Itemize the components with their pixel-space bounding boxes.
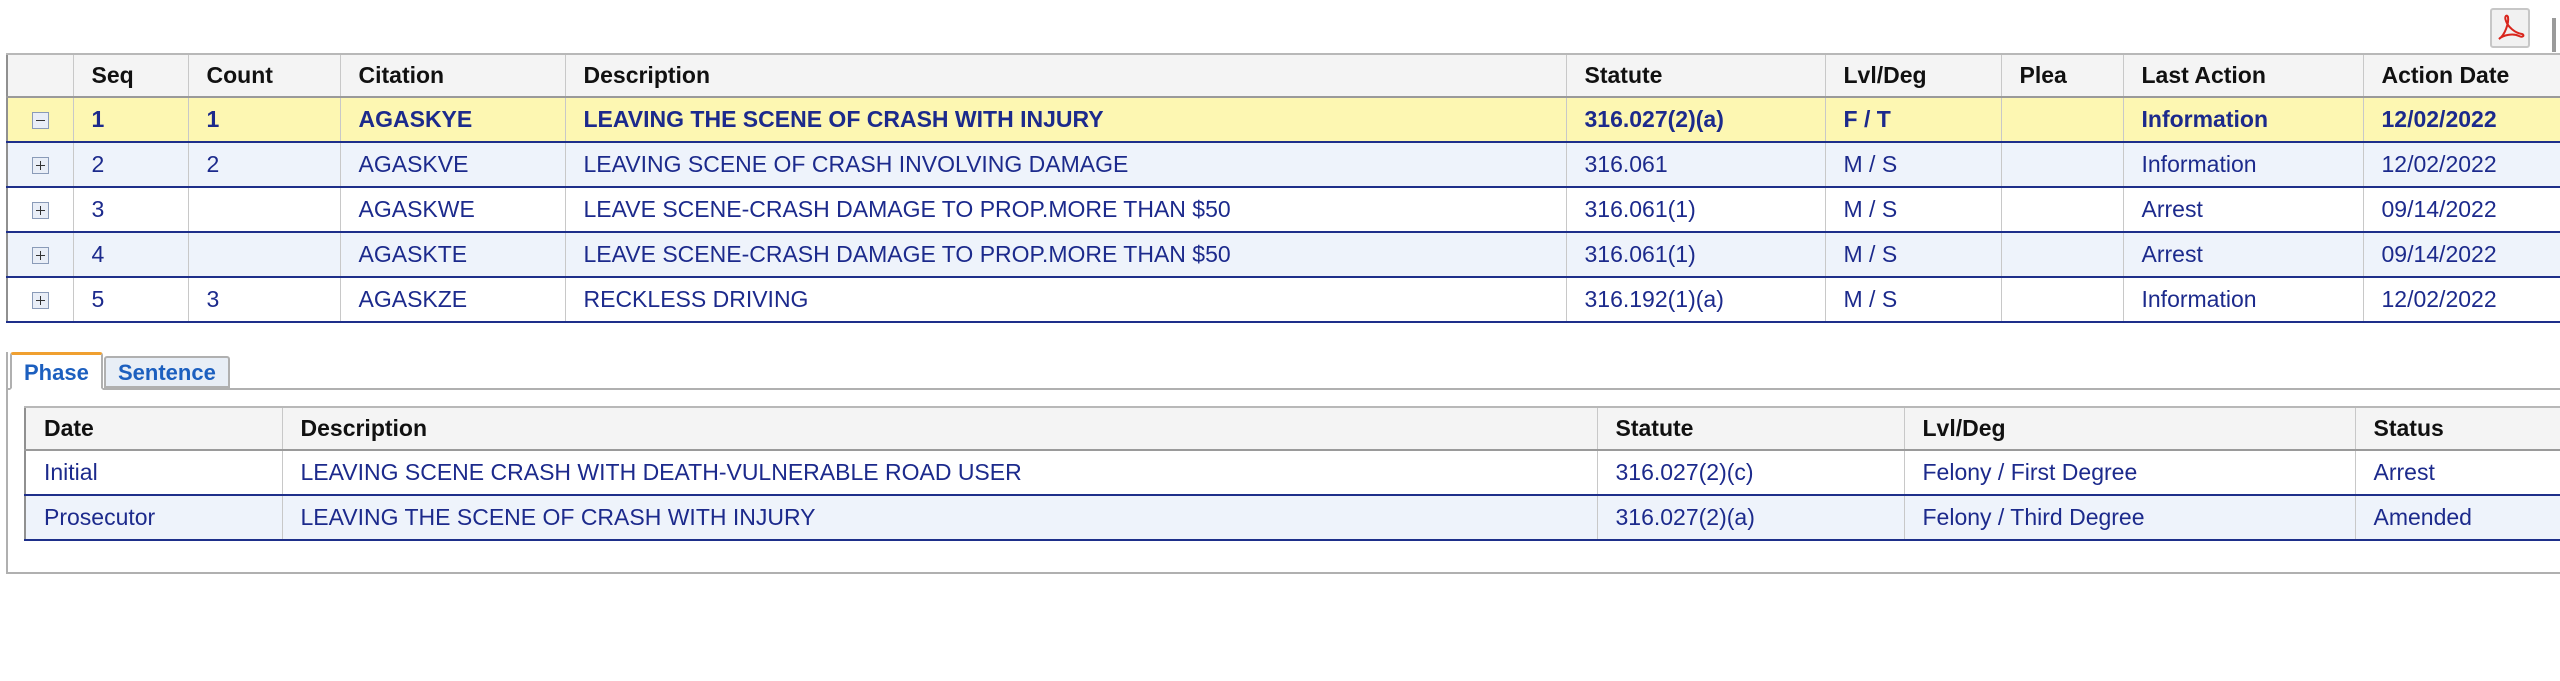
description-column-header[interactable]: Description bbox=[281, 407, 1597, 451]
tab-strip-divider bbox=[8, 388, 2560, 390]
citation-cell: AGASKYE bbox=[339, 97, 565, 143]
citation-cell: AGASKWE bbox=[339, 187, 565, 233]
lvl-deg-column-header[interactable]: Lvl/Deg bbox=[1824, 54, 2001, 98]
status-column-header[interactable]: Status bbox=[2354, 407, 2560, 451]
description-cell: LEAVING SCENE OF CRASH INVOLVING DAMAGE bbox=[564, 142, 1566, 188]
phase-header-row: Date Description Statute Lvl/Deg Status bbox=[25, 407, 2560, 451]
description-cell: LEAVING SCENE CRASH WITH DEATH-VULNERABL… bbox=[281, 450, 1597, 496]
last-action-cell: Arrest bbox=[2122, 232, 2363, 278]
plea-cell bbox=[2000, 142, 2123, 188]
action-date-cell: 09/14/2022 bbox=[2362, 232, 2560, 278]
count-cell: 2 bbox=[187, 142, 340, 188]
description-cell: LEAVING THE SCENE OF CRASH WITH INJURY bbox=[564, 97, 1566, 143]
citation-cell: AGASKVE bbox=[339, 142, 565, 188]
plea-cell bbox=[2000, 232, 2123, 278]
pdf-glyph-icon bbox=[2498, 14, 2525, 40]
phase-table: Date Description Statute Lvl/Deg Status … bbox=[24, 406, 2560, 541]
count-column-header[interactable]: Count bbox=[187, 54, 340, 98]
expand-column-header bbox=[7, 54, 73, 98]
description-cell: LEAVE SCENE-CRASH DAMAGE TO PROP.MORE TH… bbox=[564, 187, 1566, 233]
statute-cell: 316.027(2)(a) bbox=[1596, 495, 1904, 541]
charge-details-panel: Phase Sentence Date Description Statute … bbox=[6, 352, 2560, 574]
charges-header-row: Seq Count Citation Description Statute L… bbox=[7, 54, 2560, 98]
expand-cell[interactable] bbox=[7, 142, 73, 188]
expand-cell[interactable] bbox=[7, 97, 73, 143]
description-cell: RECKLESS DRIVING bbox=[564, 277, 1566, 323]
statute-cell: 316.027(2)(a) bbox=[1565, 97, 1825, 143]
lvl-deg-cell: Felony / Third Degree bbox=[1903, 495, 2355, 541]
expand-cell[interactable] bbox=[7, 277, 73, 323]
last-action-cell: Arrest bbox=[2122, 187, 2363, 233]
statute-column-header[interactable]: Statute bbox=[1565, 54, 1825, 98]
statute-cell: 316.061(1) bbox=[1565, 232, 1825, 278]
charge-row[interactable]: 3 AGASKWE LEAVE SCENE-CRASH DAMAGE TO PR… bbox=[7, 187, 2560, 233]
seq-column-header[interactable]: Seq bbox=[72, 54, 188, 98]
lvl-deg-cell: F / T bbox=[1824, 97, 2001, 143]
lvl-deg-cell: Felony / First Degree bbox=[1903, 450, 2355, 496]
count-cell bbox=[187, 232, 340, 278]
expand-plus-icon[interactable] bbox=[31, 292, 49, 310]
statute-cell: 316.061 bbox=[1565, 142, 1825, 188]
statute-cell: 316.027(2)(c) bbox=[1596, 450, 1904, 496]
expand-plus-icon[interactable] bbox=[31, 202, 49, 220]
action-date-column-header[interactable]: Action Date bbox=[2362, 54, 2560, 98]
description-cell: LEAVING THE SCENE OF CRASH WITH INJURY bbox=[281, 495, 1597, 541]
action-date-cell: 12/02/2022 bbox=[2362, 142, 2560, 188]
seq-cell: 4 bbox=[72, 232, 188, 278]
plea-cell bbox=[2000, 187, 2123, 233]
tab-sentence[interactable]: Sentence bbox=[104, 356, 230, 388]
statute-column-header[interactable]: Statute bbox=[1596, 407, 1904, 451]
lvl-deg-column-header[interactable]: Lvl/Deg bbox=[1903, 407, 2355, 451]
citation-column-header[interactable]: Citation bbox=[339, 54, 565, 98]
last-action-column-header[interactable]: Last Action bbox=[2122, 54, 2363, 98]
last-action-cell: Information bbox=[2122, 277, 2363, 323]
lvl-deg-cell: M / S bbox=[1824, 232, 2001, 278]
pdf-export-icon[interactable] bbox=[2490, 8, 2530, 48]
date-cell: Prosecutor bbox=[25, 495, 282, 541]
charges-table: Seq Count Citation Description Statute L… bbox=[6, 53, 2560, 323]
charge-row[interactable]: 4 AGASKTE LEAVE SCENE-CRASH DAMAGE TO PR… bbox=[7, 232, 2560, 278]
collapse-minus-icon[interactable] bbox=[31, 112, 49, 130]
phase-row[interactable]: Prosecutor LEAVING THE SCENE OF CRASH WI… bbox=[25, 495, 2560, 541]
description-column-header[interactable]: Description bbox=[564, 54, 1566, 98]
lvl-deg-cell: M / S bbox=[1824, 142, 2001, 188]
phase-row[interactable]: Initial LEAVING SCENE CRASH WITH DEATH-V… bbox=[25, 450, 2560, 496]
last-action-cell: Information bbox=[2122, 97, 2363, 143]
statute-cell: 316.192(1)(a) bbox=[1565, 277, 1825, 323]
seq-cell: 5 bbox=[72, 277, 188, 323]
lvl-deg-cell: M / S bbox=[1824, 277, 2001, 323]
window-edge bbox=[2552, 18, 2556, 52]
action-date-cell: 12/02/2022 bbox=[2362, 97, 2560, 143]
expand-plus-icon[interactable] bbox=[31, 247, 49, 265]
status-cell: Amended bbox=[2354, 495, 2560, 541]
description-cell: LEAVE SCENE-CRASH DAMAGE TO PROP.MORE TH… bbox=[564, 232, 1566, 278]
action-date-cell: 09/14/2022 bbox=[2362, 187, 2560, 233]
date-cell: Initial bbox=[25, 450, 282, 496]
count-cell bbox=[187, 187, 340, 233]
seq-cell: 1 bbox=[72, 97, 188, 143]
seq-cell: 3 bbox=[72, 187, 188, 233]
status-cell: Arrest bbox=[2354, 450, 2560, 496]
plea-cell bbox=[2000, 277, 2123, 323]
expand-plus-icon[interactable] bbox=[31, 157, 49, 175]
expand-cell[interactable] bbox=[7, 187, 73, 233]
plea-cell bbox=[2000, 97, 2123, 143]
action-date-cell: 12/02/2022 bbox=[2362, 277, 2560, 323]
charge-row[interactable]: 5 3 AGASKZE RECKLESS DRIVING 316.192(1)(… bbox=[7, 277, 2560, 323]
charge-row[interactable]: 2 2 AGASKVE LEAVING SCENE OF CRASH INVOL… bbox=[7, 142, 2560, 188]
tab-phase[interactable]: Phase bbox=[10, 352, 103, 390]
lvl-deg-cell: M / S bbox=[1824, 187, 2001, 233]
plea-column-header[interactable]: Plea bbox=[2000, 54, 2123, 98]
count-cell: 1 bbox=[187, 97, 340, 143]
date-column-header[interactable]: Date bbox=[25, 407, 282, 451]
expand-cell[interactable] bbox=[7, 232, 73, 278]
count-cell: 3 bbox=[187, 277, 340, 323]
charge-row[interactable]: 1 1 AGASKYE LEAVING THE SCENE OF CRASH W… bbox=[7, 97, 2560, 143]
citation-cell: AGASKTE bbox=[339, 232, 565, 278]
citation-cell: AGASKZE bbox=[339, 277, 565, 323]
statute-cell: 316.061(1) bbox=[1565, 187, 1825, 233]
seq-cell: 2 bbox=[72, 142, 188, 188]
last-action-cell: Information bbox=[2122, 142, 2363, 188]
